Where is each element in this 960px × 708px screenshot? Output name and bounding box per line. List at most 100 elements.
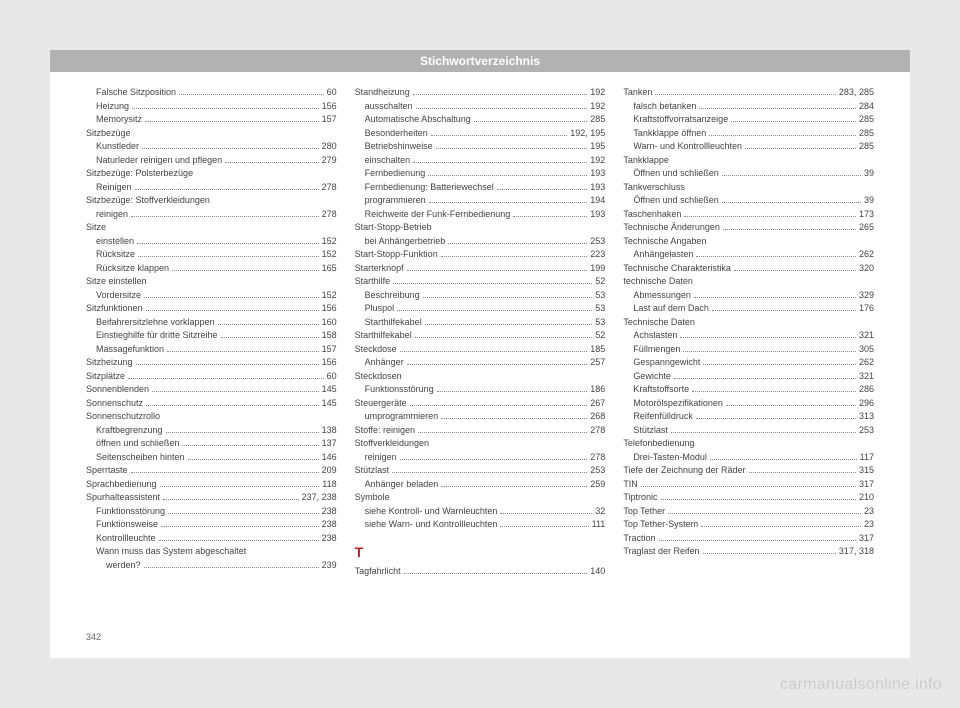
index-subentry: Stützlast253 <box>623 424 874 438</box>
index-page: 23 <box>864 518 874 532</box>
index-subentry: Massagefunktion157 <box>86 343 337 357</box>
leader-dots <box>497 183 588 189</box>
index-page: 53 <box>595 289 605 303</box>
leader-dots <box>694 291 856 297</box>
index-page: 262 <box>859 356 874 370</box>
index-entry: Starterknopf199 <box>355 262 606 276</box>
index-page: 60 <box>327 86 337 100</box>
leader-dots <box>407 359 588 365</box>
leader-dots <box>722 170 861 176</box>
index-page: 320 <box>859 262 874 276</box>
leader-dots <box>423 291 593 297</box>
leader-dots <box>701 521 861 527</box>
leader-dots <box>749 467 856 473</box>
index-subentry: bei Anhängerbetrieb253 <box>355 235 606 249</box>
index-subentry: Funktionsweise238 <box>86 518 337 532</box>
index-label: siehe Kontroll- und Warnleuchten <box>365 505 498 519</box>
leader-dots <box>188 453 319 459</box>
index-entry: Tankklappe <box>623 154 874 168</box>
index-page: 192 <box>590 86 605 100</box>
index-label: Funktionsstörung <box>96 505 165 519</box>
index-subentry: programmieren194 <box>355 194 606 208</box>
index-label: Tanken <box>623 86 652 100</box>
leader-dots <box>407 264 588 270</box>
leader-dots <box>146 399 319 405</box>
index-page: 305 <box>859 343 874 357</box>
index-entry: Stützlast253 <box>355 464 606 478</box>
leader-dots <box>415 332 593 338</box>
index-label: Sitzbezüge: Stoffverkleidungen <box>86 194 210 208</box>
index-page: 278 <box>322 181 337 195</box>
index-page: 193 <box>590 167 605 181</box>
index-page: 285 <box>590 113 605 127</box>
index-label: Technische Daten <box>623 316 695 330</box>
index-label: Tiefe der Zeichnung der Räder <box>623 464 745 478</box>
index-page: 237, 238 <box>302 491 337 505</box>
index-page: 118 <box>322 478 336 492</box>
index-page: 156 <box>322 100 337 114</box>
index-label: Memorysitz <box>96 113 142 127</box>
leader-dots <box>474 116 588 122</box>
index-page: 321 <box>859 329 874 343</box>
index-label: Beifahrersitzlehne vorklappen <box>96 316 215 330</box>
index-page: 52 <box>595 329 605 343</box>
leader-dots <box>404 567 588 573</box>
leader-dots <box>144 291 319 297</box>
index-page: 265 <box>859 221 874 235</box>
index-label: Sitzbezüge <box>86 127 131 141</box>
index-subentry: ausschalten192 <box>355 100 606 114</box>
index-entry: Tiefe der Zeichnung der Räder 315 <box>623 464 874 478</box>
index-label: Rücksitze klappen <box>96 262 169 276</box>
index-page: 186 <box>590 383 605 397</box>
index-entry: Sitzbezüge: Stoffverkleidungen <box>86 194 337 208</box>
leader-dots <box>418 426 587 432</box>
index-entry: Technische Angaben <box>623 235 874 249</box>
index-entry: Technische Änderungen265 <box>623 221 874 235</box>
index-label: ausschalten <box>365 100 413 114</box>
index-label: Kontrollleuchte <box>96 532 156 546</box>
index-subentry: Vordersitze152 <box>86 289 337 303</box>
leader-dots <box>400 453 588 459</box>
index-label: Starthilfekabel <box>365 316 422 330</box>
index-label: Sitzfunktionen <box>86 302 143 316</box>
index-page: 60 <box>327 370 337 384</box>
index-subentry: Kunstleder280 <box>86 140 337 154</box>
index-label: Tankklappe öffnen <box>633 127 706 141</box>
leader-dots <box>131 467 319 473</box>
index-subentry: Pluspol53 <box>355 302 606 316</box>
index-label: Gespanngewicht <box>633 356 700 370</box>
leader-dots <box>722 197 861 203</box>
index-entry: Stoffe: reinigen278 <box>355 424 606 438</box>
leader-dots <box>168 507 319 513</box>
leader-dots <box>425 318 593 324</box>
index-subentry: Rücksitze152 <box>86 248 337 262</box>
leader-dots <box>428 170 587 176</box>
leader-dots <box>659 534 856 540</box>
index-subentry: Öffnen und schließen39 <box>623 194 874 208</box>
index-label: Rücksitze <box>96 248 135 262</box>
index-label: Beschreibung <box>365 289 420 303</box>
leader-dots <box>135 183 319 189</box>
index-subentry: Seitenscheiben hinten146 <box>86 451 337 465</box>
index-label: Automatische Abschaltung <box>365 113 471 127</box>
index-entry: Standheizung192 <box>355 86 606 100</box>
index-subentry: Drei-Tasten-Modul117 <box>623 451 874 465</box>
index-page: 193 <box>590 181 605 195</box>
index-entry: Top Tether-System23 <box>623 518 874 532</box>
index-page: 317, 318 <box>839 545 874 559</box>
index-page: 268 <box>590 410 605 424</box>
leader-dots <box>696 251 856 257</box>
index-label: einschalten <box>365 154 411 168</box>
index-page: 315 <box>859 464 874 478</box>
index-entry: Starthilfe52 <box>355 275 606 289</box>
index-page: 285 <box>859 113 874 127</box>
index-subentry: Starthilfekabel53 <box>355 316 606 330</box>
index-page: 138 <box>322 424 337 438</box>
index-label: Abmessungen <box>633 289 691 303</box>
index-label: Start-Stopp-Funktion <box>355 248 438 262</box>
index-label: Betriebshinweise <box>365 140 433 154</box>
index-columns: Falsche Sitzposition60Heizung156Memorysi… <box>86 86 874 638</box>
leader-dots <box>132 102 319 108</box>
index-page: 257 <box>590 356 605 370</box>
leader-dots <box>441 413 587 419</box>
